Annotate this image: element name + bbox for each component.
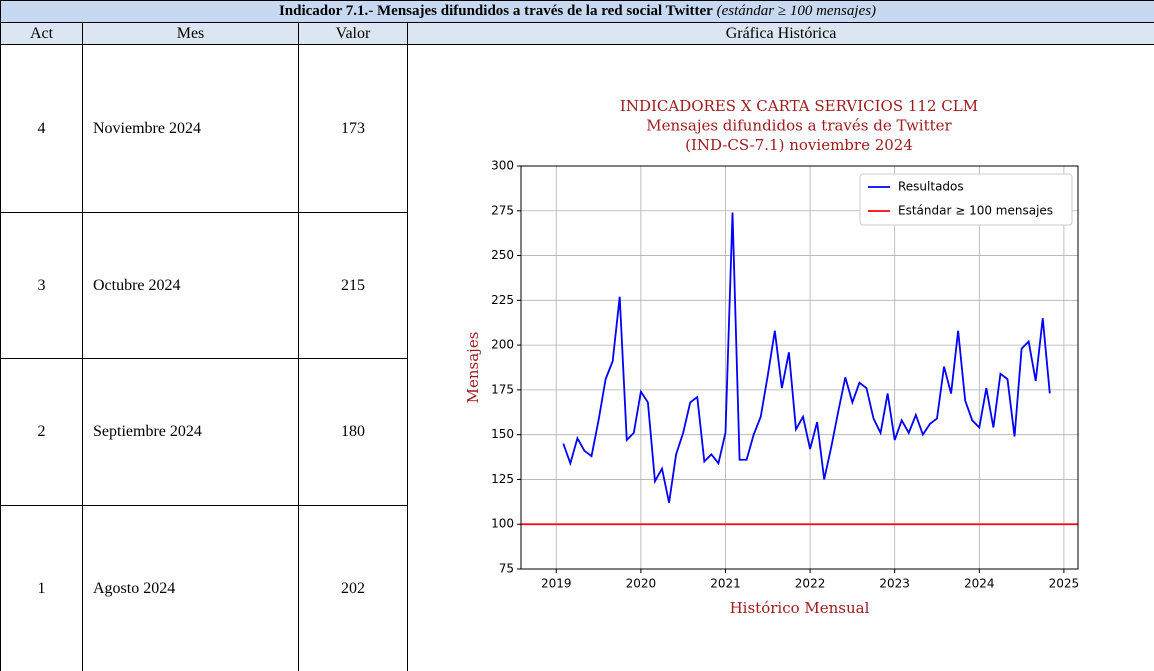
cell: 173 [298,44,408,213]
column-header: Act [0,22,83,45]
legend-label: Resultados [898,180,964,194]
y-tick-label: 175 [491,382,514,396]
column-header: Valor [298,22,408,45]
y-tick-label: 75 [499,562,514,576]
cell: 2 [0,358,83,506]
legend-label: Estándar ≥ 100 mensajes [898,204,1053,218]
cell: 3 [0,212,83,359]
column-header: Gráfica Histórica [407,22,1154,45]
plot-frame [520,165,1079,570]
cell: 215 [298,212,408,359]
chart-cell [407,44,1154,671]
y-tick-label: 225 [491,293,514,307]
y-tick-label: 250 [491,248,514,262]
y-tick-label: 100 [491,517,514,531]
title-note: (estándar ≥ 100 mensajes) [716,3,877,19]
cell: Septiembre 2024 [82,358,299,506]
legend-box [859,173,1073,226]
y-axis-label: Mensajes [464,332,482,404]
cell: 202 [298,505,408,671]
x-tick-label: 2022 [795,577,826,591]
cell: 180 [298,358,408,506]
x-tick-label: 2021 [710,577,741,591]
x-tick-label: 2024 [964,577,995,591]
y-tick-label: 150 [491,427,514,441]
legend: Resultados Estándar ≥ 100 mensajes [859,173,1073,226]
data-line [562,212,1051,503]
x-tick-label: 2019 [541,577,572,591]
y-tick-label: 275 [491,203,514,217]
x-tick-label: 2023 [879,577,910,591]
cell: Octubre 2024 [82,212,299,359]
x-axis-label: Histórico Mensual [730,599,870,617]
cell: Agosto 2024 [82,505,299,671]
cell: 4 [0,44,83,213]
y-tick-label: 300 [491,159,514,173]
cell: Noviembre 2024 [82,44,299,213]
x-tick-label: 2020 [626,577,657,591]
chart-title: (IND-CS-7.1) noviembre 2024 [685,136,913,154]
chart: INDICADORES X CARTA SERVICIOS 112 CLM Men… [464,97,1080,617]
y-tick-label: 125 [491,472,514,486]
chart-title: Mensajes difundidos a través de Twitter [646,117,952,135]
table-title: Indicador 7.1.- Mensajes difundidos a tr… [0,0,1154,23]
chart-title: INDICADORES X CARTA SERVICIOS 112 CLM [620,97,978,115]
column-header: Mes [82,22,299,45]
cell: 1 [0,505,83,671]
title: Indicador 7.1.- Mensajes difundidos a tr… [278,3,713,19]
y-tick-label: 200 [491,338,514,352]
x-tick-label: 2025 [1049,577,1080,591]
